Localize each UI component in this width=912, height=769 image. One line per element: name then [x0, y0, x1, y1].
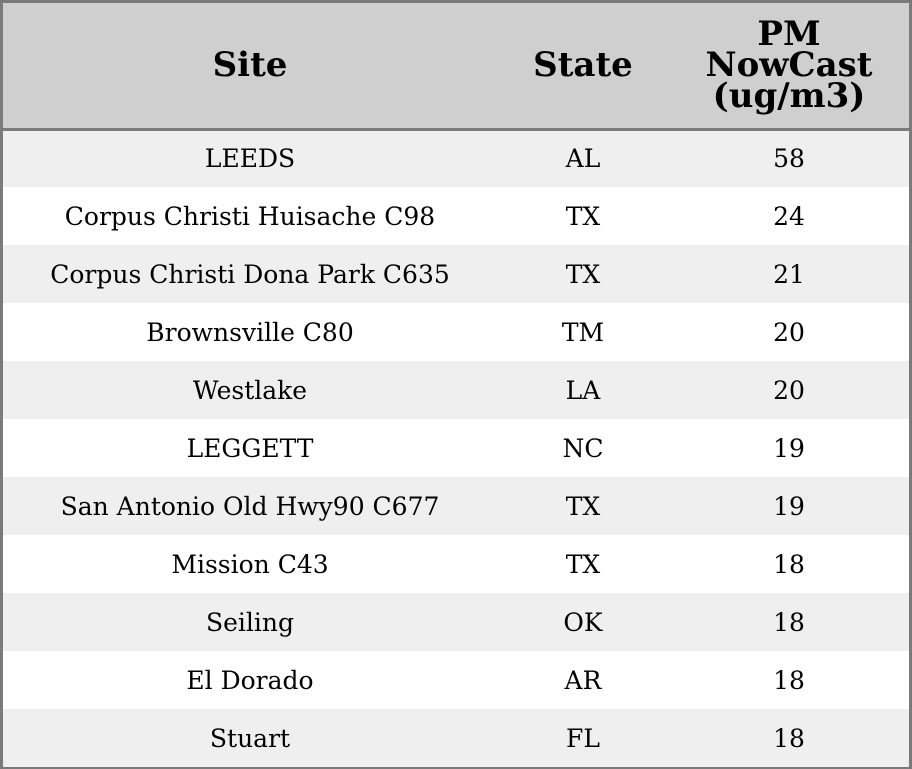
cell-site: San Antonio Old Hwy90 C677 — [60, 491, 440, 521]
cell-site: Corpus Christi Dona Park C635 — [50, 259, 450, 289]
table-row: Seiling OK 18 — [3, 593, 909, 651]
pm-nowcast-table: Site State PM NowCast (ug/m3) LEEDS AL 58 C… — [3, 3, 909, 767]
cell-pm-nowcast: 20 — [773, 375, 805, 405]
column-header-pm-nowcast: PM NowCast (ug/m3) — [669, 3, 909, 131]
table-row: Brownsville C80 TM 20 — [3, 303, 909, 361]
cell-site: Brownsville C80 — [146, 317, 354, 347]
cell-state: FL — [566, 723, 600, 753]
cell-site: LEEDS — [204, 144, 296, 174]
table-row: Corpus Christi Huisache C98 TX 24 — [3, 187, 909, 245]
cell-site: Seiling — [205, 607, 294, 637]
cell-site: Westlake — [192, 375, 308, 405]
cell-state: TX — [565, 201, 601, 231]
cell-pm-nowcast: 18 — [773, 549, 805, 579]
cell-state: TX — [565, 549, 601, 579]
table-row: Westlake LA 20 — [3, 361, 909, 419]
cell-pm-nowcast: 58 — [773, 144, 805, 174]
cell-pm-nowcast: 19 — [773, 433, 805, 463]
column-header-pm-line-2: NowCast — [705, 44, 873, 85]
cell-site: El Dorado — [186, 665, 314, 695]
cell-state: NC — [562, 433, 604, 463]
cell-state: OK — [563, 607, 603, 637]
column-header-state: State — [497, 3, 669, 131]
cell-pm-nowcast: 19 — [773, 491, 805, 521]
cell-state: LA — [565, 375, 601, 405]
table-row: San Antonio Old Hwy90 C677 TX 19 — [3, 477, 909, 535]
column-header-pm-line-1: PM — [757, 13, 821, 54]
cell-pm-nowcast: 18 — [773, 723, 805, 753]
cell-pm-nowcast: 24 — [773, 201, 805, 231]
table-header: Site State PM NowCast (ug/m3) — [3, 3, 909, 131]
cell-site: Corpus Christi Huisache C98 — [64, 201, 436, 231]
table-row: Mission C43 TX 18 — [3, 535, 909, 593]
cell-site: Mission C43 — [171, 549, 329, 579]
column-header-site: Site — [3, 3, 497, 131]
cell-state: TM — [561, 317, 605, 347]
cell-pm-nowcast: 18 — [773, 607, 805, 637]
cell-site: Stuart — [209, 723, 291, 753]
table-row: Stuart FL 18 — [3, 709, 909, 767]
header-row: Site State PM NowCast (ug/m3) — [3, 3, 909, 131]
column-header-pm-line-3: (ug/m3) — [712, 75, 866, 116]
cell-state: TX — [565, 259, 601, 289]
cell-state: TX — [565, 491, 601, 521]
cell-site: LEGGETT — [186, 433, 314, 463]
cell-state: AR — [564, 665, 602, 695]
cell-pm-nowcast: 21 — [773, 259, 805, 289]
cell-pm-nowcast: 18 — [773, 665, 805, 695]
table-row: El Dorado AR 18 — [3, 651, 909, 709]
cell-pm-nowcast: 20 — [773, 317, 805, 347]
cell-state: AL — [565, 144, 601, 174]
table-body: LEEDS AL 58 Corpus Christi Huisache C98 TX 24… — [3, 129, 909, 767]
table-row: LEGGETT NC 19 — [3, 419, 909, 477]
table-row: LEEDS AL 58 — [3, 129, 909, 187]
table-row: Corpus Christi Dona Park C635 TX 21 — [3, 245, 909, 303]
